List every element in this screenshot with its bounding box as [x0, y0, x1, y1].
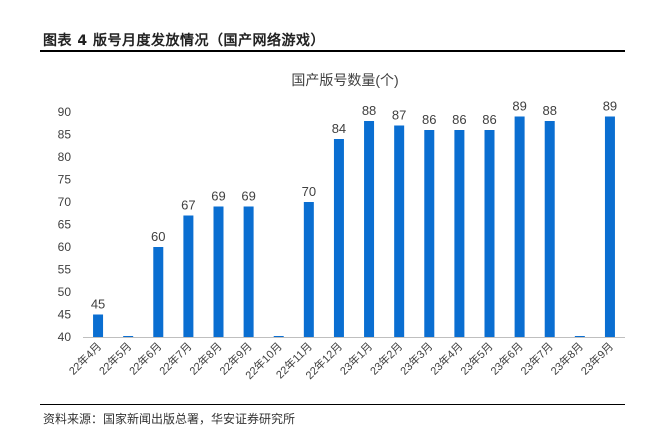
- x-tick-label: 23年7月: [517, 339, 555, 377]
- y-tick-label: 50: [58, 285, 72, 299]
- bar: [333, 139, 344, 337]
- bars: [93, 116, 615, 338]
- bar: [93, 314, 104, 337]
- source-rule: [40, 404, 625, 405]
- data-label: 87: [392, 108, 406, 123]
- bar: [454, 130, 465, 337]
- data-label: 45: [91, 297, 105, 312]
- x-tick-label: 22年8月: [186, 339, 224, 377]
- bar: [123, 336, 134, 338]
- y-tick-label: 45: [58, 308, 72, 322]
- y-tick-label: 60: [58, 240, 72, 254]
- y-tick-label: 70: [58, 195, 72, 209]
- x-axis: 22年4月22年5月22年6月22年7月22年8月22年9月22年10月22年1…: [66, 337, 625, 382]
- y-tick-label: 90: [58, 105, 72, 119]
- bar: [604, 116, 615, 337]
- bar: [574, 336, 585, 338]
- chart-title: 国产版号数量(个): [291, 72, 398, 88]
- x-tick-label: 23年3月: [397, 339, 435, 377]
- data-label: 86: [482, 112, 496, 127]
- title-rule: [40, 50, 625, 52]
- bar: [514, 116, 525, 337]
- x-tick-label: 22年4月: [66, 339, 104, 377]
- bar: [544, 121, 555, 337]
- data-label: 88: [362, 103, 376, 118]
- source-note: 资料来源：国家新闻出版总署，华安证券研究所: [43, 412, 296, 426]
- x-tick-label: 23年2月: [367, 339, 405, 377]
- data-label: 69: [241, 189, 255, 204]
- y-tick-label: 65: [58, 218, 72, 232]
- bar: [153, 247, 164, 337]
- y-axis: 40 45 50 55 60 65 70 75 80 85 90: [58, 105, 72, 344]
- data-label: 70: [302, 184, 316, 199]
- y-tick-label: 40: [58, 330, 72, 344]
- data-label: 89: [603, 99, 617, 114]
- y-tick-label: 85: [58, 128, 72, 142]
- bar: [484, 130, 495, 337]
- x-tick-label: 23年6月: [487, 339, 525, 377]
- bar: [394, 125, 405, 337]
- data-label: 69: [211, 189, 225, 204]
- bar: [213, 206, 224, 337]
- figure-title: 图表 4 版号月度发放情况（国产网络游戏）: [43, 33, 325, 49]
- x-tick-label: 23年5月: [457, 339, 495, 377]
- data-label: 86: [452, 112, 466, 127]
- bar: [424, 130, 435, 337]
- x-tick-label: 23年8月: [548, 339, 586, 377]
- data-label: 84: [332, 121, 346, 136]
- x-tick-label: 23年4月: [427, 339, 465, 377]
- data-label: 89: [512, 99, 526, 114]
- x-tick-label: 22年6月: [126, 339, 164, 377]
- data-label: 60: [151, 229, 165, 244]
- bar: [183, 215, 194, 337]
- data-label: 67: [181, 198, 195, 213]
- y-tick-label: 80: [58, 150, 72, 164]
- bar: [243, 206, 254, 337]
- bar: [364, 121, 375, 337]
- bar: [303, 202, 314, 337]
- data-label: 86: [422, 112, 436, 127]
- x-tick-label: 23年9月: [578, 339, 616, 377]
- data-label: 88: [542, 103, 556, 118]
- x-tick-label: 22年5月: [96, 339, 134, 377]
- y-tick-label: 55: [58, 263, 72, 277]
- bar: [273, 336, 284, 338]
- y-tick-label: 75: [58, 173, 72, 187]
- x-tick-label: 23年1月: [337, 339, 375, 377]
- x-tick-label: 22年7月: [156, 339, 194, 377]
- data-labels: 45 60 67 69 69 70 84 88 87 86 86 86 89 88 89: [91, 99, 617, 312]
